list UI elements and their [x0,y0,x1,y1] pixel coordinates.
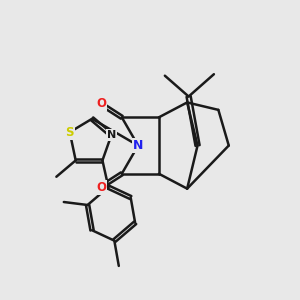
Text: O: O [96,181,106,194]
Text: O: O [96,98,106,110]
Text: N: N [107,130,116,140]
Text: S: S [65,126,74,139]
Text: N: N [133,139,143,152]
